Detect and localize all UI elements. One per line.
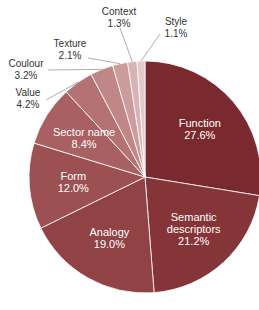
svg-text:Context1.3%: Context1.3% <box>102 6 137 29</box>
svg-text:Texture2.1%: Texture2.1% <box>54 38 87 61</box>
svg-text:Analogy19.0%: Analogy19.0% <box>90 226 130 250</box>
svg-text:Coulour3.2%: Coulour3.2% <box>8 58 44 81</box>
svg-text:Form12.0%: Form12.0% <box>58 170 89 194</box>
svg-text:Value4.2%: Value4.2% <box>16 87 41 110</box>
svg-text:Sector name8.4%: Sector name8.4% <box>53 126 115 150</box>
svg-text:Semanticdescriptors21.2%: Semanticdescriptors21.2% <box>167 211 221 247</box>
svg-text:Style1.1%: Style1.1% <box>165 16 188 39</box>
svg-text:Function27.6%: Function27.6% <box>179 117 221 141</box>
